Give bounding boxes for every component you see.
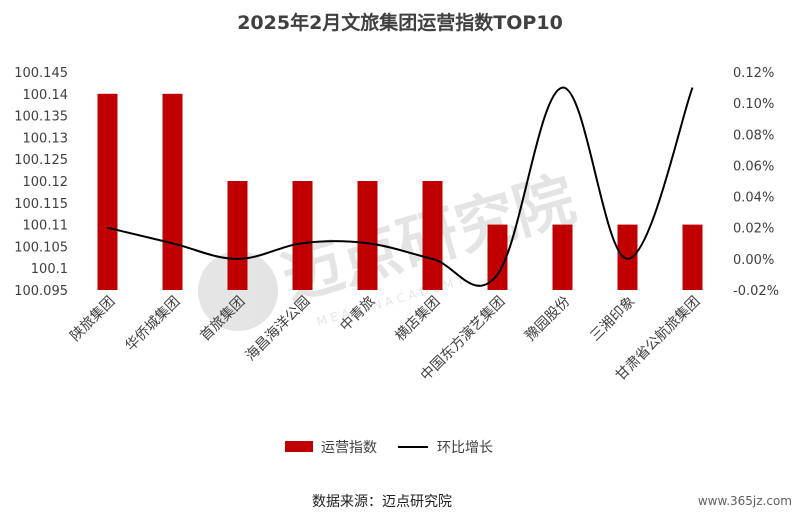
category-label: 华侨城集团 — [122, 293, 184, 355]
legend-swatch-bar — [285, 441, 313, 452]
bar — [682, 224, 703, 290]
legend: 运营指数 环比增长 — [285, 440, 493, 456]
y-left-tick-label: 100.105 — [14, 240, 68, 255]
bar-series — [97, 93, 703, 290]
bar — [487, 224, 508, 290]
bar — [97, 93, 118, 290]
watermark-logo — [198, 251, 278, 331]
category-label: 陕旅集团 — [67, 293, 119, 345]
line-series — [107, 86, 694, 287]
y-left-tick-label: 100.125 — [14, 153, 68, 168]
y-right-tick-label: -0.02% — [733, 284, 779, 299]
y-right-tick-label: 0.06% — [733, 159, 774, 174]
bar — [422, 181, 443, 290]
category-label: 三湘印象 — [587, 294, 638, 345]
bar — [552, 224, 573, 290]
left-axis: 100.095 100.1 100.105 100.11 100.115 100.12 10… — [14, 66, 68, 299]
y-left-tick-label: 100.135 — [14, 110, 68, 125]
y-left-tick-label: 100.145 — [14, 66, 68, 81]
y-right-tick-label: 0.12% — [733, 66, 774, 81]
y-left-tick-label: 100.1 — [31, 262, 68, 277]
chart-title: 2025年2月文旅集团运营指数TOP10 — [237, 11, 563, 34]
right-axis: -0.02% 0.00% 0.02% 0.04% 0.06% 0.08% 0.10% 0.12… — [733, 66, 779, 299]
y-left-tick-label: 100.12 — [23, 175, 69, 190]
y-left-tick-label: 100.14 — [23, 88, 69, 103]
line-path — [107, 86, 694, 287]
category-label: 豫园股份 — [522, 294, 573, 345]
bar — [617, 224, 638, 290]
y-right-tick-label: 0.08% — [733, 128, 774, 143]
site-url: www.365jz.com — [698, 494, 792, 508]
y-left-tick-label: 100.095 — [14, 284, 68, 299]
y-right-tick-label: 0.10% — [733, 97, 774, 112]
y-right-tick-label: 0.02% — [733, 222, 774, 237]
bar — [227, 181, 248, 290]
legend-label-bar: 运营指数 — [321, 440, 377, 456]
bar — [292, 181, 313, 290]
y-left-tick-label: 100.11 — [23, 219, 69, 234]
legend-label-line: 环比增长 — [437, 440, 493, 456]
y-right-tick-label: 0.00% — [733, 253, 774, 268]
y-left-tick-label: 100.115 — [14, 197, 68, 212]
y-right-tick-label: 0.04% — [733, 191, 774, 206]
source-note: 数据来源：迈点研究院 — [312, 494, 452, 510]
bar — [162, 93, 183, 290]
y-left-tick-label: 100.13 — [23, 131, 69, 146]
bar — [357, 181, 378, 290]
